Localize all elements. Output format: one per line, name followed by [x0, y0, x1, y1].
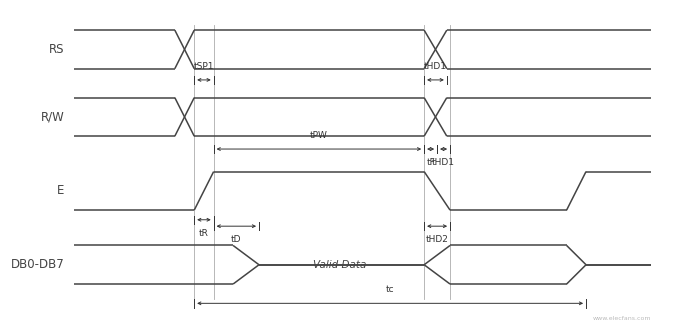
- Text: tR: tR: [199, 229, 209, 238]
- Text: tSP1: tSP1: [194, 62, 214, 71]
- Text: Valid Data: Valid Data: [313, 260, 367, 270]
- Text: R/W: R/W: [41, 111, 65, 123]
- Text: tc: tc: [386, 285, 394, 294]
- Text: tF: tF: [426, 158, 435, 167]
- Text: RS: RS: [49, 43, 65, 56]
- Text: tD: tD: [231, 235, 242, 244]
- Text: www.elecfans.com: www.elecfans.com: [592, 316, 651, 321]
- Text: E: E: [57, 184, 65, 197]
- Text: tHD1: tHD1: [424, 62, 447, 71]
- Text: tPW: tPW: [310, 131, 328, 140]
- Text: tHD1: tHD1: [432, 158, 455, 167]
- Text: DB0-DB7: DB0-DB7: [11, 258, 65, 271]
- Text: tHD2: tHD2: [425, 235, 448, 244]
